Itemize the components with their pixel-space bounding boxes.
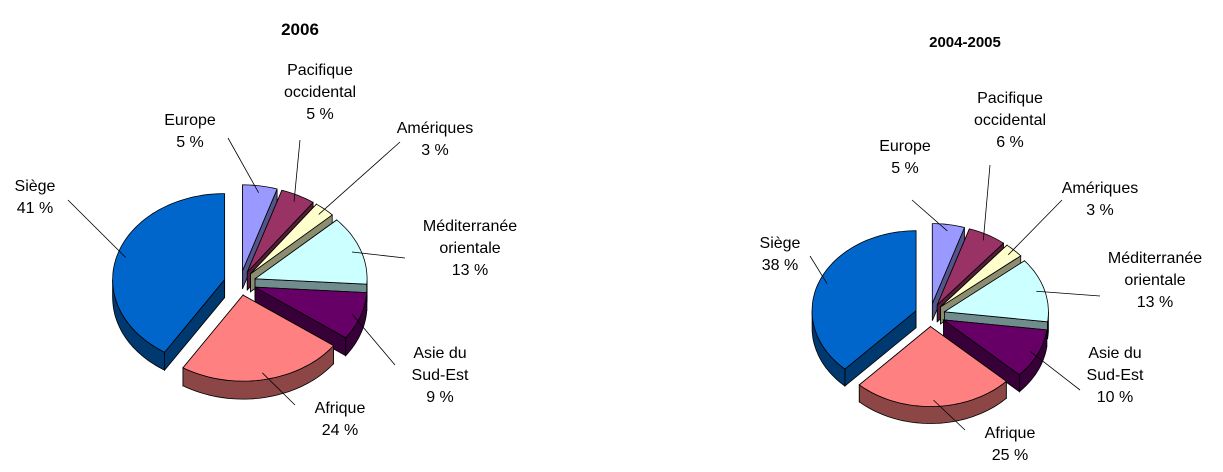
value-label: 25 % <box>991 447 1029 464</box>
slice-label: Pacifique occidental 5 % <box>270 60 370 126</box>
slice-label: Europe 5 % <box>855 136 955 180</box>
slice-label: Europe 5 % <box>140 110 240 154</box>
category-label: Amériques <box>1061 180 1139 197</box>
slice-label: Amériques 3 % <box>1050 178 1150 222</box>
slice-label: Afrique 24 % <box>290 398 390 442</box>
leader-line <box>1007 199 1063 256</box>
leader-line <box>262 372 296 406</box>
category-label: Asie du Sud-Est <box>1086 345 1144 384</box>
pie-slice <box>936 228 1005 306</box>
pie-slice <box>858 326 1007 407</box>
pie-slice <box>242 184 278 271</box>
category-label: Pacifique occidental <box>283 62 357 101</box>
leader-line <box>318 141 401 215</box>
category-label: Europe <box>879 138 931 155</box>
pie-slice <box>940 244 1022 308</box>
value-label: 5 % <box>306 106 334 123</box>
category-label: Pacifique occidental <box>973 90 1047 129</box>
value-label: 3 % <box>1086 202 1114 219</box>
pie-slice <box>182 294 335 382</box>
category-label: Afrique <box>984 425 1036 442</box>
category-label: Méditerranée orientale <box>422 218 518 257</box>
slice-label: Asie du Sud-Est 10 % <box>1075 343 1155 409</box>
slice-label: Siège 38 % <box>745 233 815 277</box>
slice-label: Méditerranée orientale 13 % <box>1085 248 1223 314</box>
pie-slice <box>112 193 226 353</box>
leader-line <box>809 255 828 284</box>
value-label: 3 % <box>421 142 449 159</box>
slice-label: Pacifique occidental 6 % <box>960 88 1060 154</box>
leader-line <box>67 199 126 258</box>
pie-slice <box>811 230 917 370</box>
pie-slice <box>246 189 314 273</box>
leader-line <box>351 313 396 366</box>
value-label: 9 % <box>426 389 454 406</box>
leader-line <box>227 137 259 193</box>
category-label: Siège <box>14 178 56 195</box>
leader-line <box>911 199 948 232</box>
value-label: 6 % <box>996 134 1024 151</box>
pie-slice <box>254 286 368 339</box>
slice-label: Amériques 3 % <box>385 118 485 162</box>
category-label: Amériques <box>396 120 474 137</box>
slice-label: Méditerranée orientale 13 % <box>395 216 545 282</box>
slice-label: Afrique 25 % <box>960 423 1060 467</box>
leader-line <box>982 164 991 241</box>
value-label: 10 % <box>1096 389 1134 406</box>
leader-line <box>933 399 966 431</box>
leader-line <box>1036 290 1101 297</box>
value-label: 13 % <box>1136 294 1174 311</box>
value-label: 5 % <box>176 134 204 151</box>
pie-slice <box>253 219 368 285</box>
leader-line <box>1029 350 1081 391</box>
chart-title: 2006 <box>281 20 319 39</box>
slice-label: Asie du Sud-Est 9 % <box>400 343 480 409</box>
leader-line <box>351 251 406 259</box>
value-label: 5 % <box>891 160 919 177</box>
category-label: Siège <box>759 235 801 252</box>
leader-line <box>293 139 301 202</box>
value-label: 24 % <box>321 422 359 439</box>
chart-title: 2004-2005 <box>929 34 1001 51</box>
category-label: Asie du Sud-Est <box>411 345 469 384</box>
value-label: 41 % <box>16 200 54 217</box>
pie-slice <box>943 260 1049 323</box>
value-label: 13 % <box>451 262 489 279</box>
pie-slice <box>931 223 966 304</box>
category-label: Europe <box>164 112 216 129</box>
value-label: 38 % <box>761 257 799 274</box>
pie-slice <box>942 319 1048 376</box>
category-label: Méditerranée orientale <box>1107 250 1203 289</box>
slice-label: Siège 41 % <box>0 176 70 220</box>
category-label: Afrique <box>314 400 366 417</box>
